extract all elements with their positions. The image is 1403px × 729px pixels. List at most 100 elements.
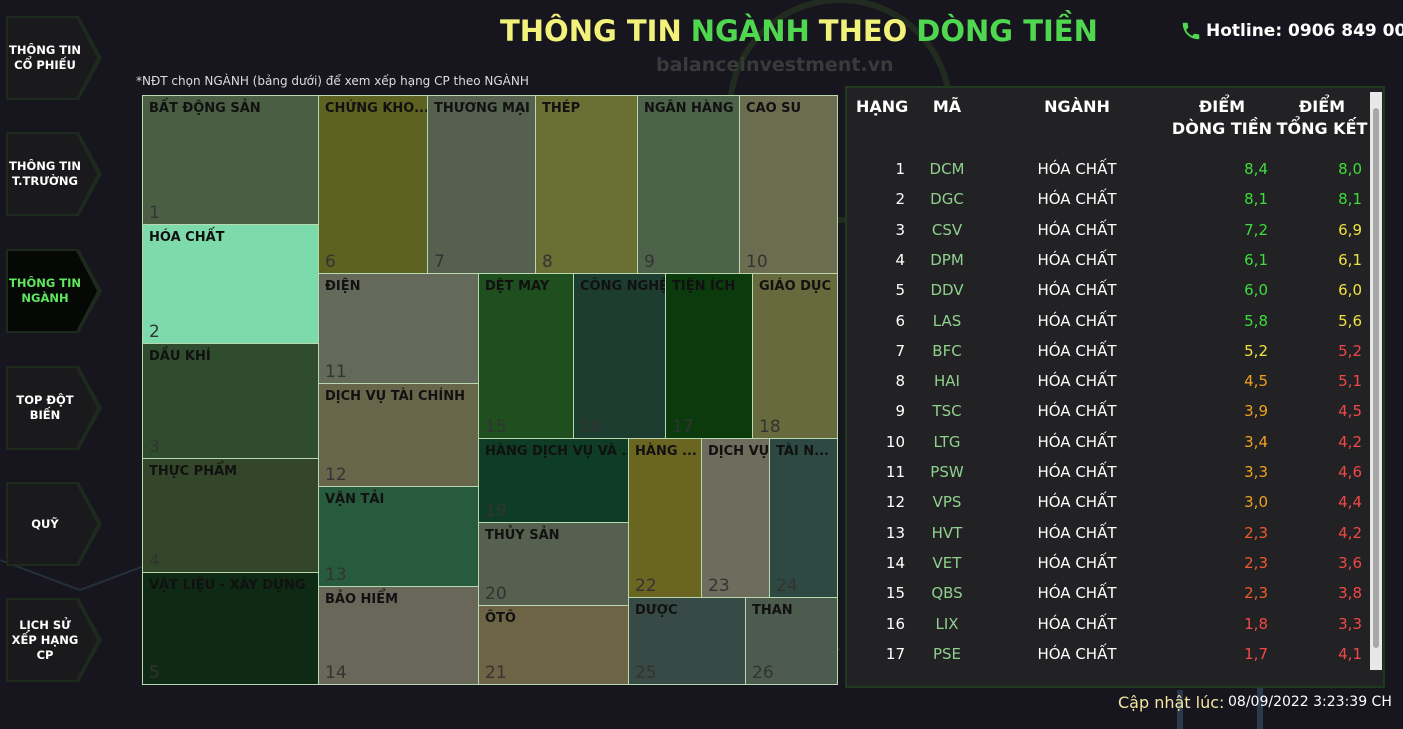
nav-button[interactable]: LỊCH SỬ XẾP HẠNG CP	[6, 598, 102, 682]
sector-rank: 25	[635, 663, 657, 683]
sector-tile[interactable]: CÔNG NGHỆ 16	[573, 273, 666, 439]
rank-cell: 3	[895, 220, 905, 239]
sector-tile[interactable]: DỊCH VỤ TÀI CHÍNH 12	[318, 383, 479, 487]
sector-tile[interactable]: HÓA CHẤT 2	[142, 224, 319, 344]
sector-rank: 13	[325, 565, 347, 585]
nav-button[interactable]: THÔNG TIN NGÀNH	[6, 249, 102, 333]
sector-tile[interactable]: THAN 26	[745, 597, 838, 685]
code-cell: LAS	[932, 311, 962, 330]
sector-tile[interactable]: THỦY SẢN 20	[478, 522, 629, 606]
sector-cell: HÓA CHẤT	[1037, 311, 1117, 330]
sector-tile[interactable]: VẬN TẢI 13	[318, 486, 479, 587]
rank-cell: 13	[885, 523, 905, 542]
ranking-panel	[845, 86, 1385, 688]
sector-label: HÓA CHẤT	[149, 230, 225, 245]
sector-rank: 23	[708, 576, 730, 596]
sector-label: NGÂN HÀNG	[644, 101, 734, 116]
sector-tile[interactable]: DỆT MAY 15	[478, 273, 574, 439]
sector-label: VẬT LIỆU - XÂY DỰNG	[149, 578, 306, 593]
hotline[interactable]: Hotline: 0906 849 008	[1180, 20, 1403, 42]
sector-cell: HÓA CHẤT	[1037, 553, 1117, 572]
sector-tile[interactable]: GIÁO DỤC 18	[752, 273, 838, 439]
sector-tile[interactable]: DƯỢC 25	[628, 597, 746, 685]
code-cell: DCM	[929, 160, 965, 178]
sector-rank: 7	[434, 252, 445, 272]
code-cell: HAI	[934, 372, 960, 391]
flow-score-cell: 4,5	[1244, 372, 1268, 391]
rank-cell: 8	[895, 372, 905, 391]
flow-score-cell: 3,0	[1244, 493, 1268, 512]
sector-cell: HÓA CHẤT	[1037, 463, 1117, 481]
code-cell: CSV	[931, 220, 963, 239]
sector-rank: 18	[759, 417, 781, 437]
sector-label: HÀNG ...	[635, 444, 697, 459]
total-score-cell: 6,1	[1338, 250, 1362, 269]
sector-cell: HÓA CHẤT	[1037, 402, 1117, 421]
sector-tile[interactable]: BẢO HIỂM 14	[318, 586, 479, 685]
nav-label: TOP ĐỘT BIẾN	[16, 393, 74, 422]
sector-label: THAN	[752, 603, 793, 618]
scrollbar-thumb[interactable]	[1373, 108, 1379, 648]
sector-tile[interactable]: THƯƠNG MẠI 7	[427, 95, 536, 274]
sector-cell: HÓA CHẤT	[1037, 432, 1117, 451]
sector-tile[interactable]: CHỨNG KHO... 6	[318, 95, 428, 274]
sector-rank: 8	[542, 252, 553, 272]
sector-tile[interactable]: THỰC PHẨM 4	[142, 458, 319, 573]
sector-rank: 17	[672, 417, 694, 437]
nav-button-bg	[8, 134, 98, 214]
sector-rank: 26	[752, 663, 774, 683]
title-part: DÒNG TIỀN	[916, 14, 1098, 48]
sector-label: TÀI N...	[776, 444, 829, 459]
sector-label: BẢO HIỂM	[325, 592, 399, 607]
sector-label: TIỆN ÍCH	[672, 279, 736, 294]
sector-cell: HÓA CHẤT	[1037, 341, 1117, 360]
table-header: ĐIỂM DÒNG TIỀN	[1171, 97, 1273, 138]
code-cell: LTG	[933, 432, 961, 451]
sector-rank: 3	[149, 437, 160, 457]
sector-tile[interactable]: DẦU KHÍ 3	[142, 343, 319, 459]
sector-tile[interactable]: TIỆN ÍCH 17	[665, 273, 753, 439]
sector-rank: 14	[325, 663, 347, 683]
total-score-cell: 8,0	[1338, 160, 1362, 178]
code-cell: VPS	[932, 493, 962, 512]
sector-tile[interactable]: ÔTÔ 21	[478, 605, 629, 685]
rank-cell: 6	[895, 311, 905, 330]
page-title: THÔNG TIN NGÀNH THEO DÒNG TIỀN	[500, 14, 1098, 48]
sector-label: DẦU KHÍ	[149, 349, 211, 364]
sector-cell: HÓA CHẤT	[1037, 644, 1117, 663]
code-cell: HVT	[931, 523, 963, 542]
nav-button[interactable]: TOP ĐỘT BIẾN	[6, 366, 102, 450]
nav-button-bg	[8, 251, 98, 331]
sector-label: THỰC PHẨM	[149, 464, 238, 479]
sector-cell: HÓA CHẤT	[1037, 493, 1117, 512]
sector-tile[interactable]: HÀNG DỊCH VỤ VÀ ... 19	[478, 438, 629, 523]
flow-score-cell: 5,2	[1244, 341, 1268, 360]
sector-tile[interactable]: VẬT LIỆU - XÂY DỰNG 5	[142, 572, 319, 685]
nav-label: QUỸ	[31, 516, 59, 531]
rank-cell: 1	[895, 160, 905, 178]
scrollbar[interactable]	[1370, 92, 1382, 670]
total-score-cell: 6,0	[1338, 281, 1362, 300]
sector-tile[interactable]: BẤT ĐỘNG SẢN 1	[142, 95, 319, 225]
rank-cell: 9	[895, 402, 905, 421]
nav-button-bg	[8, 368, 98, 448]
sector-tile[interactable]: TÀI N... 24	[769, 438, 838, 598]
nav-button[interactable]: THÔNG TIN T.TRƯỜNG	[6, 132, 102, 216]
sector-tile[interactable]: HÀNG ... 22	[628, 438, 702, 598]
table-header: HẠNG	[856, 97, 909, 116]
nav-button[interactable]: QUỸ	[6, 482, 102, 566]
table-header: ĐIỂM TỔNG KẾT	[1276, 97, 1368, 138]
sector-tile[interactable]: NGÂN HÀNG 9	[637, 95, 740, 274]
nav-button[interactable]: THÔNG TIN CỔ PHIẾU	[6, 16, 102, 100]
rank-cell: 15	[885, 584, 905, 603]
nav-button-bg	[8, 600, 98, 680]
flow-score-cell: 8,1	[1244, 190, 1268, 209]
sector-tile[interactable]: DỊCH VỤ 23	[701, 438, 770, 598]
sector-cell: HÓA CHẤT	[1037, 372, 1117, 391]
sector-tile[interactable]: THÉP 8	[535, 95, 638, 274]
sector-tile[interactable]: ĐIỆN 11	[318, 273, 479, 384]
sector-tile[interactable]: CAO SU 10	[739, 95, 838, 274]
code-cell: TSC	[932, 402, 962, 421]
code-cell: DPM	[930, 250, 964, 269]
total-score-cell: 3,3	[1338, 614, 1362, 633]
